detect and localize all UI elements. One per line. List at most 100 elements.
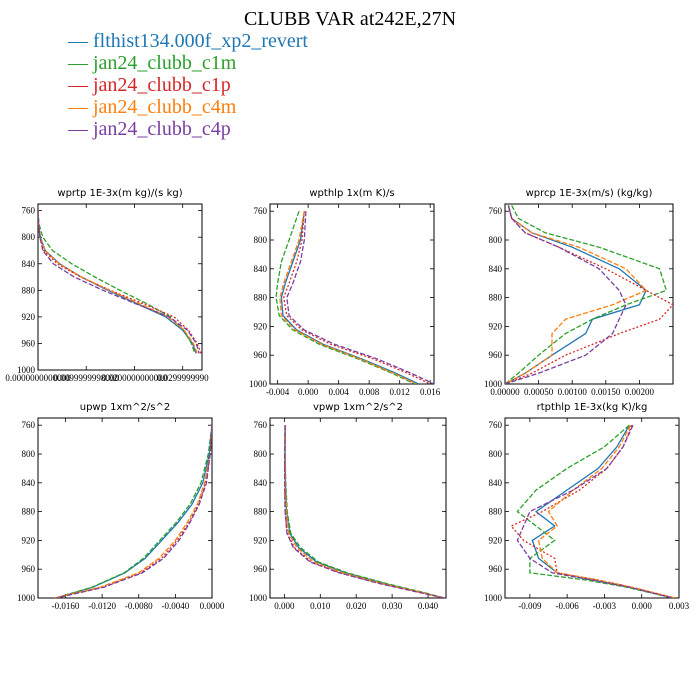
series-line <box>537 424 676 598</box>
legend-item: — jan24_clubb_c1p <box>68 74 308 96</box>
y-tick-label: 1000 <box>17 365 36 375</box>
legend-item: — jan24_clubb_c1m <box>68 52 308 74</box>
plot-frame <box>269 417 447 599</box>
series-line <box>54 425 212 598</box>
x-tick-label: 0.030 <box>382 601 403 611</box>
x-tick-label: 0.0200000000000 <box>102 373 168 383</box>
legend-line-marker: — <box>68 74 88 96</box>
y-tick-label: 1000 <box>484 379 503 389</box>
plot-frame <box>37 417 213 599</box>
x-tick-label: 0.000 <box>298 387 319 397</box>
plot-frame <box>269 203 435 385</box>
x-tick-label: 0.00000 <box>490 387 520 397</box>
y-tick-label: 800 <box>489 235 503 245</box>
x-tick-label: -0.0040 <box>161 601 189 611</box>
y-tick-label: 1000 <box>17 593 36 603</box>
series-line <box>275 210 416 384</box>
x-tick-label: -0.0160 <box>52 601 80 611</box>
plot-frame <box>504 417 680 599</box>
y-tick-label: 800 <box>22 449 36 459</box>
chart-panel: upwp 1xm^2/s^2 760 800 840 880 920 960 1000 -0.0… <box>17 402 225 611</box>
y-tick-label: 880 <box>22 285 36 295</box>
y-tick-label: 960 <box>489 350 503 360</box>
y-tick-label: 840 <box>489 478 503 488</box>
series-line <box>283 211 431 384</box>
panel-title: wprcp 1E-3x(m/s) (kg/kg) <box>526 188 653 199</box>
y-tick-label: 840 <box>22 259 36 269</box>
series-line <box>38 210 196 354</box>
y-tick-label: 760 <box>22 206 36 216</box>
x-tick-label: 0.010 <box>310 601 331 611</box>
x-tick-label: 0.012 <box>390 387 410 397</box>
panel-title: upwp 1xm^2/s^2 <box>80 402 170 413</box>
series-line <box>516 424 673 598</box>
x-tick-label: 0.00050 <box>524 387 554 397</box>
y-tick-label: 880 <box>254 507 268 517</box>
series-line <box>280 211 419 384</box>
x-tick-label: 0.040 <box>418 601 439 611</box>
y-tick-label: 800 <box>254 449 268 459</box>
legend-label: flthist134.000f_xp2_revert <box>93 30 308 52</box>
series-line <box>284 425 445 598</box>
x-tick-label: 0.0000 <box>200 601 225 611</box>
legend-line-marker: — <box>68 52 88 74</box>
y-tick-label: 960 <box>254 564 268 574</box>
y-tick-label: 840 <box>22 478 36 488</box>
chart-panel: wpthlp 1x(m K)/s 760 800 840 880 920 960 1000-0… <box>249 188 441 397</box>
y-tick-label: 920 <box>254 321 268 331</box>
legend-line-marker: — <box>68 118 88 140</box>
x-tick-label: 0.00100 <box>558 387 588 397</box>
y-tick-label: 760 <box>489 420 503 430</box>
y-tick-label: 880 <box>254 293 268 303</box>
series-line <box>286 211 434 384</box>
series-line <box>279 211 417 384</box>
y-tick-label: 920 <box>22 535 36 545</box>
series-line <box>56 425 212 598</box>
y-tick-label: 880 <box>489 507 503 517</box>
y-tick-label: 840 <box>254 478 268 488</box>
x-tick-label: 0.0000000000000 <box>5 373 71 383</box>
chart-panel: vpwp 1xm^2/s^2 760 800 840 880 920 960 1000 0.00… <box>249 402 447 611</box>
panel-title: rtpthlp 1E-3x(kg K)/kg <box>537 402 648 413</box>
plot-frame <box>504 203 674 385</box>
y-tick-label: 760 <box>254 206 268 216</box>
figure-title: CLUBB VAR at242E,27N <box>243 8 457 30</box>
series-line <box>54 425 212 598</box>
y-tick-label: 840 <box>489 264 503 274</box>
series-line <box>505 205 647 384</box>
legend-label: jan24_clubb_c4m <box>93 96 237 118</box>
series-line <box>284 425 445 598</box>
y-tick-label: 800 <box>254 235 268 245</box>
chart-panel: rtpthlp 1E-3x(kg K)/kg 760 800 840 880 920 960… <box>484 402 690 611</box>
legend-item: — jan24_clubb_c4m <box>68 96 308 118</box>
y-tick-label: 800 <box>22 232 36 242</box>
series-line <box>55 425 212 598</box>
series-line <box>531 424 673 598</box>
legend: — flthist134.000f_xp2_revert — jan24_clu… <box>68 30 308 140</box>
y-tick-label: 880 <box>22 507 36 517</box>
y-tick-label: 760 <box>489 206 503 216</box>
plot-frame <box>37 203 203 371</box>
chart-panel: wprcp 1E-3x(m/s) (kg/kg) 760 800 840 880 920 9… <box>484 188 674 397</box>
legend-label: jan24_clubb_c4p <box>93 118 231 140</box>
series-line <box>56 425 212 598</box>
y-tick-label: 840 <box>254 264 268 274</box>
x-tick-label: 0.008 <box>359 387 380 397</box>
panel-title: wpthlp 1x(m K)/s <box>309 188 394 199</box>
panel-title: wprtp 1E-3x(m kg)/(s kg) <box>57 188 182 199</box>
legend-line-marker: — <box>68 30 88 52</box>
series-line <box>284 425 445 598</box>
chart-panel: wprtp 1E-3x(m kg)/(s kg) 760 800 840 880 920 9… <box>5 188 209 383</box>
x-tick-label: 0.016 <box>420 387 441 397</box>
x-tick-label: 0.00200 <box>625 387 655 397</box>
x-tick-label: -0.006 <box>556 601 580 611</box>
y-tick-label: 920 <box>254 535 268 545</box>
x-tick-label: 0.003 <box>669 601 690 611</box>
y-tick-label: 920 <box>489 535 503 545</box>
legend-label: jan24_clubb_c1m <box>93 52 237 74</box>
y-tick-label: 920 <box>489 321 503 331</box>
y-tick-label: 760 <box>254 420 268 430</box>
x-tick-label: 0.0099999998000 <box>54 373 120 383</box>
legend-item: — flthist134.000f_xp2_revert <box>68 30 308 52</box>
